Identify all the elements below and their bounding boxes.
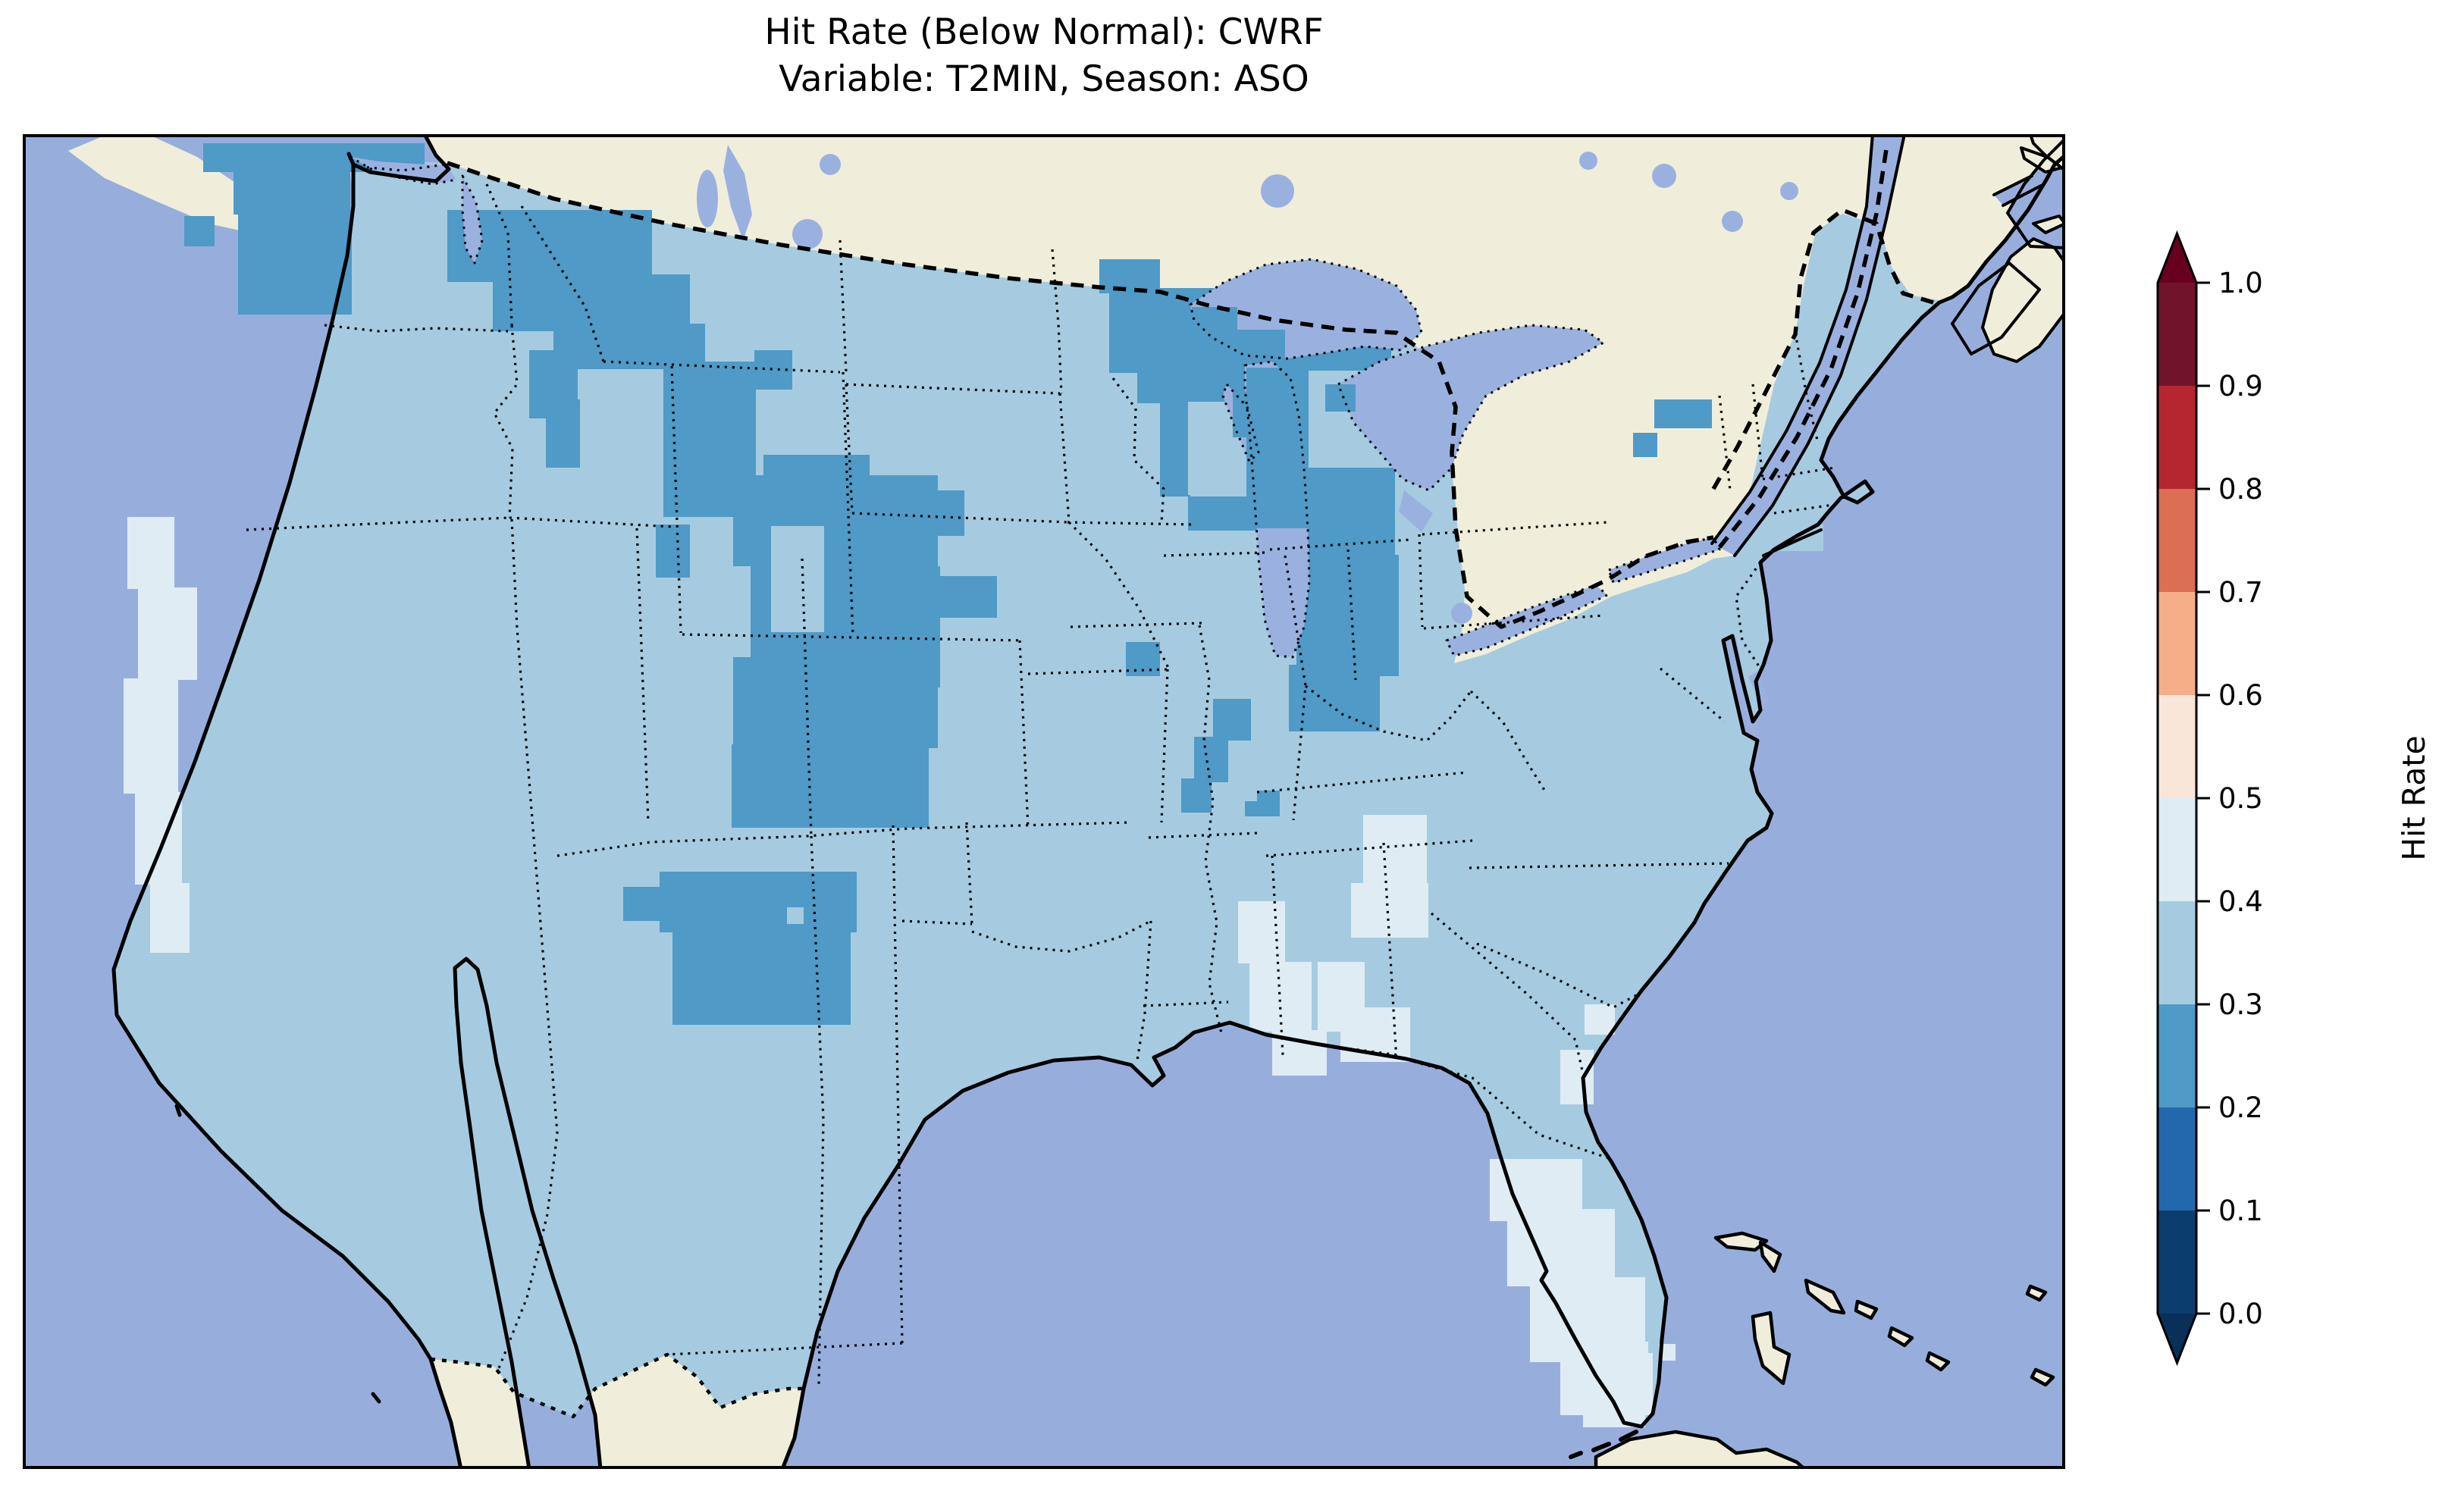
us-canada-border-northeast bbox=[1711, 208, 1934, 490]
cuba bbox=[1594, 1430, 1807, 1469]
colorbar-over-arrow bbox=[2158, 233, 2196, 283]
colorbar-segment bbox=[2158, 1211, 2196, 1314]
colorbar-segment bbox=[2158, 695, 2196, 798]
colorbar-tick-label: 0.9 bbox=[2218, 370, 2263, 402]
lake-st-clair bbox=[1451, 603, 1472, 624]
us-canada-border bbox=[447, 149, 1889, 629]
coastline-gulf-st-lawrence bbox=[1951, 137, 2065, 355]
colorbar-segment bbox=[2158, 1004, 2196, 1107]
map bbox=[23, 134, 2065, 1469]
strait-juan-de-fuca bbox=[350, 157, 456, 184]
pacific-islets bbox=[174, 1104, 381, 1404]
st-lawrence-river bbox=[1712, 134, 1904, 556]
colorbar-ticks bbox=[2196, 281, 2210, 1315]
lake-ontario bbox=[1609, 537, 1719, 583]
colorbar: 1.0 0.9 0.8 0.7 0.6 0.5 0.4 0.3 0.2 0.1 … bbox=[2156, 230, 2432, 1367]
state-borders bbox=[246, 163, 1839, 1386]
lake-nipigon bbox=[1261, 174, 1294, 208]
colorbar-segment bbox=[2158, 592, 2196, 695]
coastline-long-island bbox=[1762, 528, 1823, 557]
colorbar-under-arrow bbox=[2158, 1314, 2196, 1363]
data-cells-low-over-lakes bbox=[1192, 307, 1356, 528]
us-data-region bbox=[114, 160, 1952, 1427]
colorbar-tick-label: 0.2 bbox=[2218, 1092, 2263, 1124]
colorbar-tick-label: 0.0 bbox=[2218, 1298, 2263, 1330]
abaco bbox=[1758, 1240, 1782, 1273]
islands-caribbean bbox=[1594, 1231, 2055, 1469]
figure-title: Hit Rate (Below Normal): CWRF Variable: … bbox=[23, 9, 2065, 103]
lake-manitoba bbox=[697, 170, 718, 227]
eleuthera bbox=[1804, 1278, 1846, 1315]
chaleur-bay bbox=[1994, 176, 2041, 205]
saginaw-bay bbox=[1399, 490, 1433, 532]
colorbar-tick-label: 1.0 bbox=[2218, 267, 2263, 299]
land-vancouver-island bbox=[68, 134, 264, 233]
andros bbox=[1751, 1311, 1792, 1386]
colorbar-segment bbox=[2158, 901, 2196, 1004]
map-frame bbox=[23, 134, 2065, 1469]
colorbar-tick-label: 0.6 bbox=[2218, 679, 2263, 712]
colorbar-tick-label: 0.8 bbox=[2218, 473, 2263, 506]
data-cells-high bbox=[124, 517, 1676, 1427]
florida-keys bbox=[1569, 1430, 1638, 1459]
coastline-pacific-gulf-atlantic bbox=[111, 134, 2065, 1469]
colorbar-tick-label: 0.5 bbox=[2218, 782, 2263, 815]
colorbar-segment bbox=[2158, 489, 2196, 592]
colorbar-tick-labels: 1.0 0.9 0.8 0.7 0.6 0.5 0.4 0.3 0.2 0.1 … bbox=[2218, 267, 2263, 1330]
lake-winnipeg bbox=[723, 145, 752, 240]
colorbar-segment bbox=[2158, 798, 2196, 901]
data-cells-low bbox=[184, 143, 1712, 1025]
lake-huron bbox=[1338, 325, 1603, 490]
colorbar-tick-label: 0.1 bbox=[2218, 1195, 2263, 1227]
coastline-st-lawrence bbox=[1710, 134, 1906, 557]
colorbar-segment bbox=[2158, 1107, 2196, 1211]
colorbar-tick-label: 0.4 bbox=[2218, 885, 2263, 918]
colorbar-axis-label: Hit Rate bbox=[2396, 735, 2432, 860]
lake-of-the-woods bbox=[792, 219, 823, 249]
colorbar-segments bbox=[2158, 233, 2196, 1363]
colorbar-segment bbox=[2158, 386, 2196, 489]
colorbar-tick-label: 0.3 bbox=[2218, 988, 2263, 1021]
lake-erie bbox=[1447, 585, 1607, 656]
colorbar-tick-label: 0.7 bbox=[2218, 576, 2263, 609]
colorbar-segment bbox=[2158, 283, 2196, 386]
puget-sound bbox=[462, 176, 482, 263]
figure-title-line2: Variable: T2MIN, Season: ASO bbox=[779, 58, 1309, 101]
prince-edward-island bbox=[2032, 215, 2065, 234]
us-mexico-border bbox=[430, 1352, 804, 1419]
figure-title-line1: Hit Rate (Below Normal): CWRF bbox=[764, 11, 1324, 53]
national-borders bbox=[430, 149, 1934, 1419]
